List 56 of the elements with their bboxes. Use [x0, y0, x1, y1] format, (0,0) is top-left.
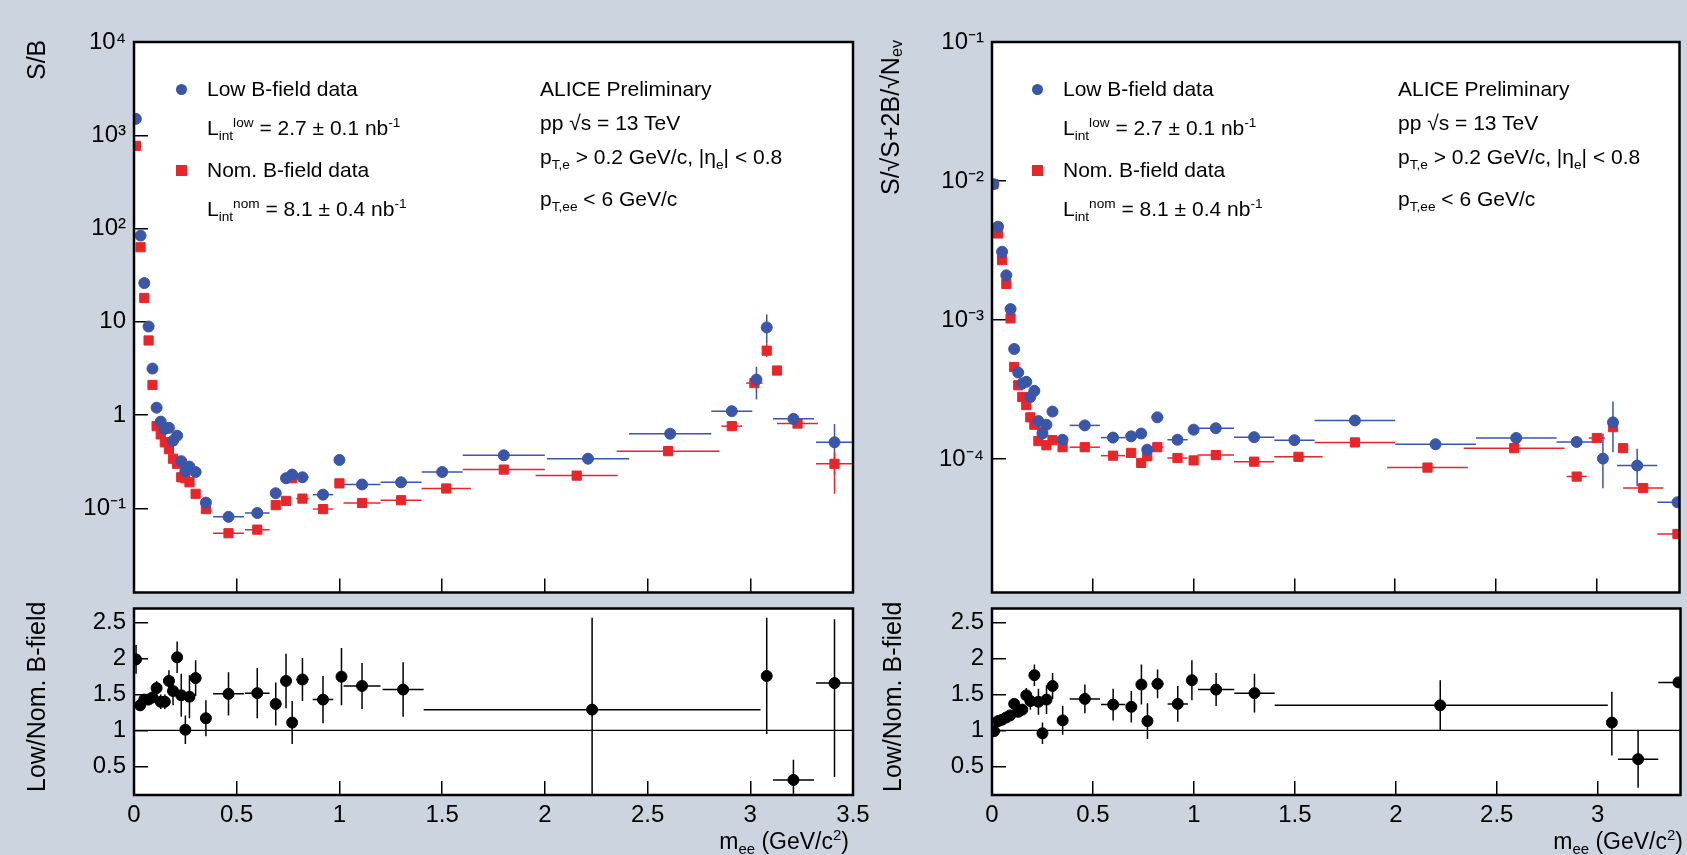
y-tick-label: 2.5 [92, 607, 126, 635]
y-tick-label: 10⁴ [88, 26, 126, 54]
y-tick-label: 1 [112, 399, 126, 427]
annotation: L$_{int}$$^{low}$ = 2.7 ± 0.1 nb$^{-1}$ [207, 115, 401, 144]
y-tick-label: 1.5 [950, 679, 984, 707]
y-tick-label: 10³ [91, 119, 127, 147]
annotation: p$_{T,ee}$ < 6 GeV/c [540, 187, 678, 215]
y-tick-label: 0.5 [950, 750, 984, 778]
x-axis-title: m$_{ee}$ (GeV/c$^{2}$) [719, 826, 849, 855]
y-axis-title: Low/Nom. B-field [878, 602, 906, 793]
y-tick-label: 0.5 [92, 750, 126, 778]
x-tick-label: 1.5 [425, 800, 459, 828]
x-tick-label: 3 [743, 800, 757, 828]
annotation: pp √s = 13 TeV [540, 111, 681, 134]
x-tick-label: 2.5 [630, 800, 665, 828]
y-tick-label: 10⁻² [941, 165, 985, 193]
y-tick-label: 1 [112, 715, 126, 743]
annotation: p$_{T,e}$ > 0.2 GeV/c, |η$_{e}$| < 0.8 [1398, 145, 1641, 173]
annotation: L$_{int}$$^{low}$ = 2.7 ± 0.1 nb$^{-1}$ [1063, 115, 1257, 144]
x-tick-label: 1 [332, 800, 347, 828]
x-tick-label: 0.5 [220, 800, 254, 828]
annotation: p$_{T,ee}$ < 6 GeV/c [1398, 187, 1536, 215]
legend-label: Nom. B-field data [1063, 158, 1226, 182]
x-tick-label: 1 [1187, 800, 1201, 828]
y-tick-label: 10² [91, 213, 127, 241]
y-tick-label: 10⁻¹ [941, 26, 985, 54]
x-tick-label: 2 [1389, 800, 1403, 828]
y-tick-label: 1 [970, 715, 984, 743]
y-axis-title: S/B [22, 40, 50, 81]
legend-label: Low B-field data [207, 77, 358, 100]
x-tick-label: 2 [538, 800, 552, 828]
x-tick-label: 2.5 [1480, 800, 1514, 828]
y-tick-label: 10⁻³ [941, 304, 985, 332]
y-tick-label: 2 [112, 643, 126, 671]
annotation: ALICE Preliminary [540, 77, 712, 100]
annotation: ALICE Preliminary [1398, 77, 1570, 100]
y-axis-title: Low/Nom. B-field [22, 602, 50, 793]
x-tick-label: 0 [127, 800, 141, 828]
annotation: p$_{T,e}$ > 0.2 GeV/c, |η$_{e}$| < 0.8 [540, 145, 783, 173]
x-axis-title: m$_{ee}$ (GeV/c$^{2}$) [1553, 826, 1683, 855]
legend-label: Low B-field data [1063, 77, 1214, 100]
x-tick-label: 1.5 [1278, 800, 1312, 828]
y-tick-label: 1.5 [92, 679, 126, 707]
legend-label: Nom. B-field data [207, 158, 370, 182]
x-tick-label: 3 [1591, 800, 1605, 828]
x-tick-label: 3.5 [836, 800, 870, 828]
y-tick-label: 2.5 [950, 607, 984, 635]
y-tick-label: 10 [99, 306, 126, 334]
y-tick-label: 10⁻¹ [83, 492, 127, 520]
annotation: L$_{int}$$^{nom}$ = 8.1 ± 0.4 nb$^{-1}$ [207, 196, 407, 225]
x-tick-label: 0.5 [1076, 800, 1110, 828]
annotation: L$_{int}$$^{nom}$ = 8.1 ± 0.4 nb$^{-1}$ [1063, 196, 1263, 225]
y-tick-label: 10⁻⁴ [938, 443, 984, 471]
x-tick-label: 0 [985, 800, 999, 828]
y-tick-label: 2 [970, 643, 984, 671]
annotation: pp √s = 13 TeV [1398, 111, 1539, 134]
